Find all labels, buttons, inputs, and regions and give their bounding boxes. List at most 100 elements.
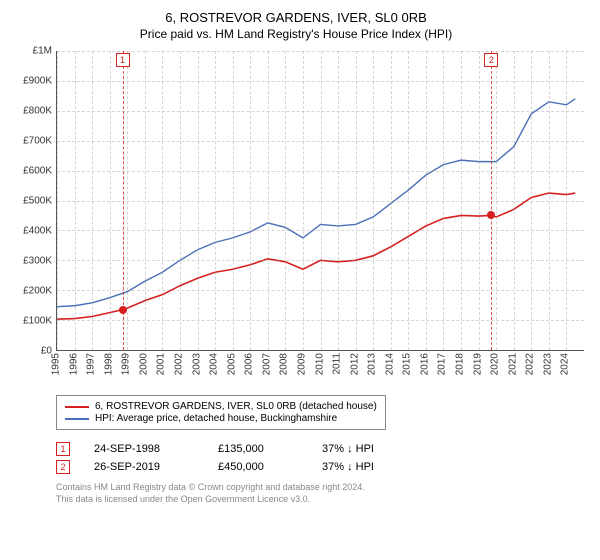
- event-price: £450,000: [218, 461, 298, 473]
- x-tick-label: 2005: [226, 353, 237, 375]
- series-property: [57, 193, 575, 319]
- legend-swatch: [65, 406, 89, 408]
- credits-line2: This data is licensed under the Open Gov…: [56, 494, 584, 506]
- x-tick-label: 2002: [173, 353, 184, 375]
- y-tick-label: £100K: [23, 316, 52, 327]
- x-tick-label: 2023: [542, 353, 553, 375]
- legend-row-property: 6, ROSTREVOR GARDENS, IVER, SL0 0RB (det…: [65, 401, 377, 412]
- gridline-v: [233, 51, 234, 350]
- gridline-v: [127, 51, 128, 350]
- legend-row-hpi: HPI: Average price, detached house, Buck…: [65, 413, 377, 424]
- marker-box-1: 1: [116, 53, 130, 67]
- plot-region: 12: [56, 51, 584, 351]
- x-tick-label: 2014: [384, 353, 395, 375]
- chart-title: 6, ROSTREVOR GARDENS, IVER, SL0 0RB: [8, 10, 584, 25]
- events-table: 1 24-SEP-1998 £135,000 37% ↓ HPI 2 26-SEP-201…: [56, 442, 584, 474]
- event-price: £135,000: [218, 443, 298, 455]
- event-row-2: 2 26-SEP-2019 £450,000 37% ↓ HPI: [56, 460, 584, 474]
- legend-swatch: [65, 418, 89, 420]
- y-tick-label: £800K: [23, 106, 52, 117]
- credits-line1: Contains HM Land Registry data © Crown c…: [56, 482, 584, 494]
- x-tick-label: 2015: [402, 353, 413, 375]
- x-tick-label: 2019: [472, 353, 483, 375]
- x-tick-label: 1995: [51, 353, 62, 375]
- x-tick-label: 2004: [209, 353, 220, 375]
- event-delta: 37% ↓ HPI: [322, 443, 374, 455]
- y-tick-label: £700K: [23, 136, 52, 147]
- gridline-v: [162, 51, 163, 350]
- gridline-v: [250, 51, 251, 350]
- x-tick-label: 2000: [138, 353, 149, 375]
- y-axis: £0£100K£200K£300K£400K£500K£600K£700K£80…: [8, 51, 56, 351]
- x-tick-label: 2006: [244, 353, 255, 375]
- y-tick-label: £400K: [23, 226, 52, 237]
- x-tick-label: 2021: [507, 353, 518, 375]
- x-tick-label: 2007: [261, 353, 272, 375]
- event-date: 24-SEP-1998: [94, 443, 194, 455]
- gridline-v: [145, 51, 146, 350]
- marker-point-1: [119, 306, 127, 314]
- legend-label: 6, ROSTREVOR GARDENS, IVER, SL0 0RB (det…: [95, 401, 377, 412]
- gridline-v: [426, 51, 427, 350]
- series-hpi: [57, 99, 575, 307]
- y-tick-label: £600K: [23, 166, 52, 177]
- legend-label: HPI: Average price, detached house, Buck…: [95, 413, 337, 424]
- x-tick-label: 2024: [560, 353, 571, 375]
- y-tick-label: £1M: [33, 46, 52, 57]
- x-tick-label: 2001: [156, 353, 167, 375]
- gridline-v: [356, 51, 357, 350]
- gridline-v: [92, 51, 93, 350]
- gridline-v: [496, 51, 497, 350]
- plot-wrap: 12 1995199619971998199920002001200220032…: [56, 51, 584, 391]
- x-tick-label: 2022: [525, 353, 536, 375]
- gridline-v: [479, 51, 480, 350]
- y-tick-label: £900K: [23, 76, 52, 87]
- gridline-v: [198, 51, 199, 350]
- legend: 6, ROSTREVOR GARDENS, IVER, SL0 0RB (det…: [56, 395, 386, 430]
- event-delta: 37% ↓ HPI: [322, 461, 374, 473]
- gridline-v: [268, 51, 269, 350]
- gridline-v: [110, 51, 111, 350]
- gridline-v: [566, 51, 567, 350]
- x-tick-label: 2009: [296, 353, 307, 375]
- gridline-v: [338, 51, 339, 350]
- event-date: 26-SEP-2019: [94, 461, 194, 473]
- gridline-v: [514, 51, 515, 350]
- x-tick-label: 2016: [419, 353, 430, 375]
- event-marker-box: 2: [56, 460, 70, 474]
- marker-box-2: 2: [484, 53, 498, 67]
- gridline-v: [180, 51, 181, 350]
- gridline-v: [285, 51, 286, 350]
- x-tick-label: 2010: [314, 353, 325, 375]
- chart-subtitle: Price paid vs. HM Land Registry's House …: [8, 27, 584, 41]
- gridline-v: [549, 51, 550, 350]
- x-tick-label: 2012: [349, 353, 360, 375]
- marker-line-2: [491, 51, 492, 350]
- y-tick-label: £500K: [23, 196, 52, 207]
- x-tick-label: 2011: [332, 353, 343, 375]
- gridline-v: [531, 51, 532, 350]
- credits: Contains HM Land Registry data © Crown c…: [56, 482, 584, 505]
- gridline-v: [408, 51, 409, 350]
- event-marker-box: 1: [56, 442, 70, 456]
- gridline-v: [303, 51, 304, 350]
- x-tick-label: 2020: [490, 353, 501, 375]
- marker-point-2: [487, 211, 495, 219]
- x-tick-label: 2003: [191, 353, 202, 375]
- event-row-1: 1 24-SEP-1998 £135,000 37% ↓ HPI: [56, 442, 584, 456]
- gridline-v: [373, 51, 374, 350]
- gridline-v: [461, 51, 462, 350]
- gridline-v: [443, 51, 444, 350]
- y-tick-label: £300K: [23, 256, 52, 267]
- gridline-v: [321, 51, 322, 350]
- x-tick-label: 1998: [103, 353, 114, 375]
- x-tick-label: 2008: [279, 353, 290, 375]
- gridline-v: [391, 51, 392, 350]
- y-tick-label: £200K: [23, 286, 52, 297]
- gridline-v: [57, 51, 58, 350]
- x-tick-label: 1999: [121, 353, 132, 375]
- x-tick-label: 2018: [455, 353, 466, 375]
- gridline-v: [215, 51, 216, 350]
- x-axis: 1995199619971998199920002001200220032004…: [56, 351, 584, 391]
- chart-area: £0£100K£200K£300K£400K£500K£600K£700K£80…: [8, 51, 584, 391]
